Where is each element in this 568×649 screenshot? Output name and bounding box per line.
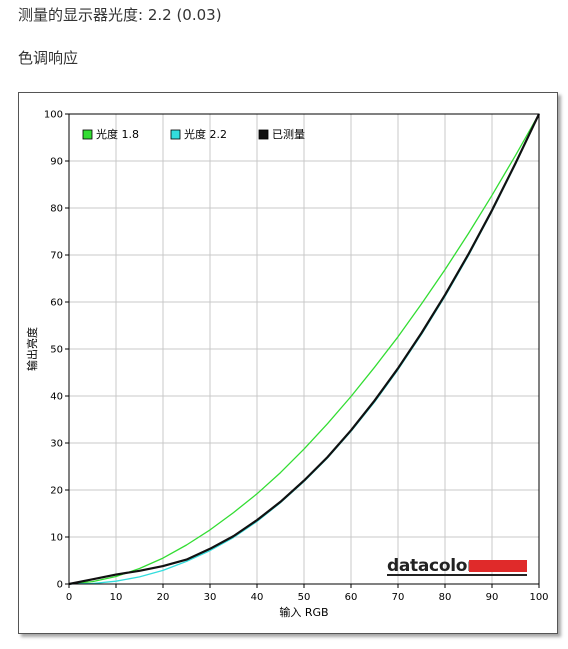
x-tick-label: 30 <box>204 592 217 603</box>
y-tick-label: 40 <box>50 392 63 403</box>
y-tick-label: 60 <box>50 298 63 309</box>
x-tick-label: 50 <box>298 592 311 603</box>
y-tick-label: 0 <box>57 580 63 591</box>
y-tick-label: 20 <box>50 486 63 497</box>
x-tick-label: 100 <box>529 592 548 603</box>
legend-label: 已测量 <box>272 128 305 141</box>
x-tick-label: 70 <box>392 592 405 603</box>
series-line-3 <box>68 113 540 586</box>
y-tick-label: 90 <box>50 157 63 168</box>
x-tick-label: 0 <box>66 592 72 603</box>
legend-label: 光度 1.8 <box>96 127 139 141</box>
legend-label: 光度 2.2 <box>184 127 227 141</box>
x-tick-label: 60 <box>345 592 358 603</box>
series-line-1 <box>68 113 540 585</box>
y-tick-label: 80 <box>50 204 63 215</box>
datacolor-logo-underline <box>387 574 527 576</box>
datacolor-logo-text: datacolor <box>387 556 476 576</box>
y-tick-label: 100 <box>44 110 63 121</box>
series-group <box>68 113 540 586</box>
y-tick-label: 30 <box>50 439 63 450</box>
legend-swatch <box>258 129 269 140</box>
gamma-heading: 测量的显示器光度: 2.2 (0.03) <box>18 6 222 24</box>
legend-swatch <box>170 129 181 140</box>
y-tick-label: 10 <box>50 533 63 544</box>
grid <box>69 114 539 584</box>
datacolor-logo-bar <box>469 560 527 572</box>
x-tick-label: 90 <box>486 592 499 603</box>
x-tick-label: 20 <box>157 592 170 603</box>
y-tick-labels: 0 10 20 30 40 50 60 70 80 90 100 <box>44 110 69 591</box>
x-axis-label: 输入 RGB <box>279 605 328 619</box>
y-tick-label: 70 <box>50 251 63 262</box>
x-tick-label: 40 <box>251 592 264 603</box>
section-title: 色调响应 <box>18 49 79 67</box>
datacolor-logo: datacolor <box>387 556 527 576</box>
chart-svg: 0 10 20 30 40 50 60 70 80 90 100 0 10 20 30 40 50 60 70 80… <box>25 110 549 620</box>
x-tick-label: 80 <box>439 592 452 603</box>
x-tick-label: 10 <box>110 592 123 603</box>
legend: 光度 1.8 光度 2.2 已测量 <box>82 127 305 141</box>
y-axis-label: 输出亮度 <box>25 327 39 371</box>
legend-swatch <box>82 129 93 140</box>
tone-response-chart: 0 10 20 30 40 50 60 70 80 90 100 0 10 20 30 40 50 60 70 80… <box>18 92 558 634</box>
x-tick-labels: 0 10 20 30 40 50 60 70 80 90 100 <box>66 584 549 603</box>
y-tick-label: 50 <box>50 345 63 356</box>
